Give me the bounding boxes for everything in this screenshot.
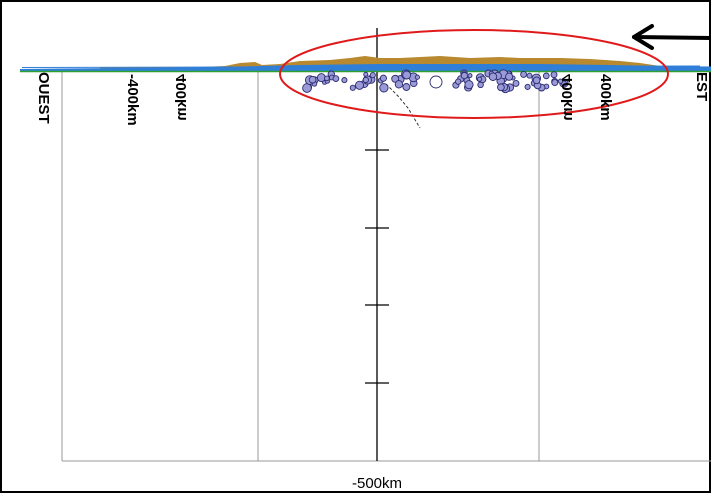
hypocenter-marker <box>460 71 469 80</box>
hypocenter-marker <box>550 71 558 79</box>
left-arrow-icon <box>632 24 711 50</box>
right-inner-km-label: 400km <box>559 74 576 121</box>
hypocenter-marker <box>512 79 520 87</box>
hypocenter-marker <box>524 83 531 90</box>
hypocenter-marker <box>402 83 411 91</box>
hypocenter-large-marker <box>429 75 443 89</box>
hypocenter-marker <box>505 72 514 81</box>
slab-dashed-line <box>385 83 421 129</box>
highlight-ellipse <box>279 29 669 119</box>
hypocenter-marker <box>394 80 404 89</box>
hypocenter-marker <box>477 76 483 82</box>
hypocenter-marker <box>391 74 400 83</box>
hypocenter-cluster <box>302 69 569 94</box>
hypocenter-marker <box>532 76 541 85</box>
hypocenter-marker <box>542 72 550 80</box>
hypocenter-marker <box>324 75 330 82</box>
hypocenter-marker <box>379 74 387 82</box>
hypocenter-marker <box>402 70 412 80</box>
hypocenter-marker <box>557 78 564 84</box>
east-label: EST <box>693 72 710 101</box>
west-label: OUEST <box>35 72 52 124</box>
hypocenter-marker <box>464 80 474 90</box>
right-outer-km-label: 400km <box>597 74 614 121</box>
hypocenter-marker <box>551 79 559 87</box>
left-inner-km-label: 400km <box>173 74 190 121</box>
left-outer-km-label: -400km <box>124 74 141 126</box>
hypocenter-marker <box>354 80 365 90</box>
hypocenter-marker <box>455 78 462 85</box>
hypocenter-marker <box>414 74 420 80</box>
hypocenter-marker <box>488 72 498 81</box>
hypocenter-marker <box>369 72 376 79</box>
grid-lines <box>61 72 711 462</box>
hypocenter-marker <box>467 73 473 79</box>
hypocenter-marker <box>526 72 533 79</box>
bottom-depth-label: -500km <box>352 475 402 492</box>
hypocenter-marker <box>362 76 369 84</box>
hypocenter-marker <box>497 83 505 92</box>
hypocenter-marker <box>349 84 356 91</box>
surface-band <box>20 64 711 71</box>
hypocenter-marker <box>520 70 528 78</box>
hypocenter-marker <box>379 83 389 93</box>
depth-axis <box>365 28 389 461</box>
hypocenter-marker <box>308 75 317 84</box>
hypocenter-marker <box>341 77 348 84</box>
hypocenter-marker <box>332 75 340 82</box>
